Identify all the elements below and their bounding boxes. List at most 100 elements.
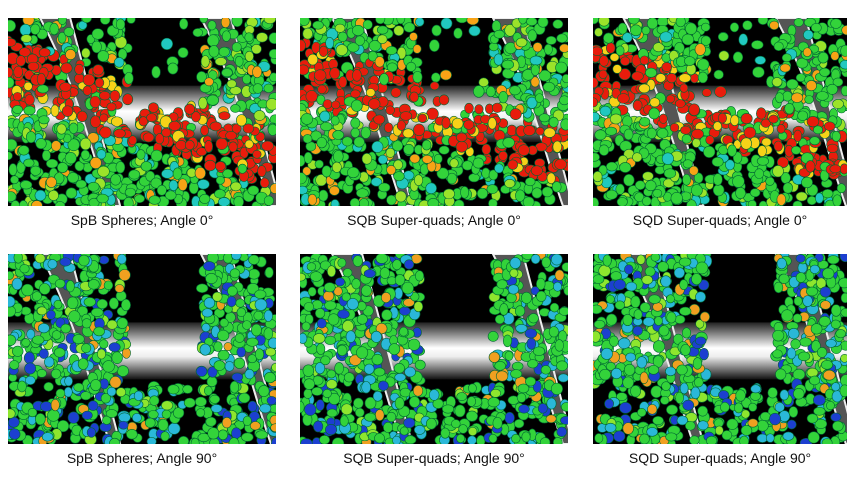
particle — [119, 413, 131, 422]
particle — [12, 105, 22, 113]
particle — [518, 145, 529, 156]
particle — [219, 112, 230, 120]
particle — [473, 86, 484, 98]
particle — [223, 169, 233, 178]
particle — [229, 142, 238, 152]
particle — [395, 274, 405, 285]
particle — [475, 105, 483, 114]
particle — [157, 185, 166, 195]
particle — [762, 138, 771, 146]
particle — [82, 319, 91, 329]
particle — [559, 307, 568, 315]
particle — [132, 413, 141, 422]
particle — [831, 320, 840, 329]
particle — [422, 140, 431, 150]
particle — [547, 398, 556, 409]
particle — [601, 348, 612, 359]
particle — [264, 310, 273, 321]
particle — [355, 36, 364, 46]
particle — [44, 382, 54, 391]
particle — [487, 185, 498, 194]
particle — [210, 122, 222, 131]
particle — [461, 186, 469, 198]
particle — [426, 183, 437, 194]
particle — [486, 86, 495, 96]
particle — [241, 433, 253, 442]
particle — [633, 100, 642, 111]
particle — [780, 64, 790, 72]
particle — [216, 138, 228, 150]
particle — [264, 328, 273, 340]
particle — [410, 154, 420, 163]
particle — [306, 90, 318, 102]
particle — [753, 67, 765, 78]
particle — [88, 182, 99, 191]
particle — [831, 51, 839, 60]
particle — [562, 74, 568, 82]
particle — [256, 33, 267, 43]
particle — [713, 174, 722, 186]
particle — [512, 362, 523, 370]
particle — [727, 419, 738, 430]
particle — [162, 169, 174, 178]
particle — [357, 302, 366, 311]
particle — [841, 354, 847, 362]
particle — [231, 254, 241, 260]
particle — [422, 155, 432, 163]
particle — [382, 310, 392, 321]
particle — [303, 134, 312, 143]
particle — [227, 80, 236, 88]
particle — [30, 166, 40, 176]
particle — [175, 140, 186, 150]
particle — [620, 162, 631, 172]
particle — [98, 51, 109, 62]
particle — [196, 409, 205, 417]
particle — [464, 120, 474, 129]
particle — [387, 63, 397, 72]
particle — [148, 103, 158, 113]
particle — [505, 351, 513, 360]
particle — [640, 372, 648, 384]
particle — [379, 73, 388, 85]
particle — [161, 401, 172, 410]
particle — [831, 19, 842, 29]
particle — [510, 269, 518, 277]
particle — [351, 90, 361, 98]
particle — [618, 23, 627, 34]
particle — [394, 172, 405, 181]
particle — [807, 116, 819, 127]
particle — [468, 427, 477, 435]
particle — [439, 146, 449, 154]
particle — [620, 57, 630, 66]
particle — [54, 300, 62, 309]
particle — [207, 35, 219, 47]
particle — [386, 46, 397, 54]
particle — [178, 48, 188, 58]
particle — [527, 338, 536, 349]
particle — [28, 62, 39, 71]
particle — [399, 307, 410, 316]
particle — [539, 114, 549, 122]
particle — [492, 103, 502, 113]
particle — [107, 320, 117, 329]
particle — [97, 299, 108, 309]
particle — [195, 167, 206, 179]
particle — [523, 197, 534, 206]
particle — [57, 124, 66, 134]
particle — [503, 138, 515, 148]
particle — [327, 409, 337, 417]
particle — [323, 291, 334, 301]
particle — [477, 188, 487, 199]
particle — [739, 34, 748, 46]
particle — [806, 287, 817, 296]
particle — [826, 401, 834, 410]
particle — [230, 269, 240, 278]
particle — [356, 347, 367, 359]
particle — [551, 383, 562, 395]
particle — [785, 103, 794, 114]
particle — [315, 308, 325, 318]
particle — [789, 407, 798, 418]
particle — [755, 169, 764, 179]
particle — [143, 133, 154, 142]
panel: SQD Super-quads; Angle 90° — [593, 254, 847, 444]
